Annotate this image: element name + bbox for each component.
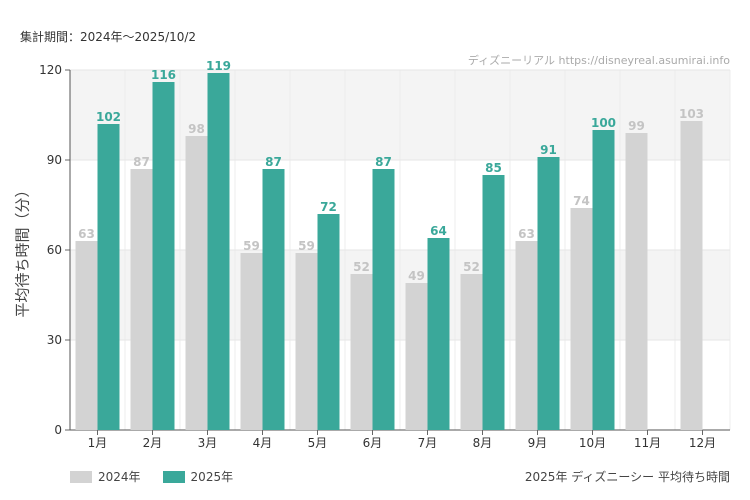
- site-credit: ディズニーリアル https://disneyreal.asumirai.inf…: [467, 54, 730, 67]
- x-tick-label: 6月: [363, 436, 383, 450]
- legend-item-2024[interactable]: 2024年: [70, 468, 141, 485]
- bar-2024: [570, 208, 593, 430]
- period-label: 集計期間：2024年～2025/10/2: [20, 30, 197, 44]
- bar-2024: [515, 241, 538, 430]
- legend-swatch-2025: [162, 470, 185, 483]
- bar-2025: [427, 238, 450, 430]
- y-tick-label: 90: [47, 153, 62, 167]
- bar-2025: [537, 157, 560, 430]
- data-label-2025: 85: [485, 161, 502, 175]
- bar-2024: [75, 241, 98, 430]
- bar-2025: [97, 124, 120, 430]
- x-tick-label: 11月: [634, 436, 661, 450]
- data-label-2024: 59: [243, 239, 260, 253]
- data-label-2025: 91: [540, 143, 557, 157]
- bar-2024: [185, 136, 208, 430]
- bar-2024: [130, 169, 153, 430]
- data-label-2025: 87: [375, 155, 392, 169]
- chart-caption: 2025年 ディズニーシー 平均待ち時間: [524, 470, 730, 484]
- x-tick-label: 3月: [198, 436, 218, 450]
- data-label-2024: 99: [628, 119, 645, 133]
- data-label-2025: 116: [151, 68, 176, 82]
- data-label-2024: 52: [353, 260, 370, 274]
- x-tick-label: 5月: [308, 436, 328, 450]
- bar-2025: [372, 169, 395, 430]
- x-tick-label: 4月: [253, 436, 273, 450]
- bar-2025: [592, 130, 615, 430]
- data-label-2024: 59: [298, 239, 315, 253]
- data-label-2025: 119: [206, 59, 231, 73]
- bar-2024: [625, 133, 648, 430]
- x-tick-label: 8月: [473, 436, 493, 450]
- legend-swatch-2024: [70, 470, 92, 483]
- data-label-2024: 103: [679, 107, 704, 121]
- legend-label-2024: 2024年: [98, 470, 141, 484]
- bar-2024: [405, 283, 428, 430]
- data-label-2025: 102: [96, 110, 121, 124]
- data-label-2025: 87: [265, 155, 282, 169]
- bar-2025: [152, 82, 175, 430]
- bar-2024: [460, 274, 483, 430]
- y-tick-label: 120: [39, 63, 62, 77]
- x-tick-label: 2月: [143, 436, 163, 450]
- data-label-2024: 63: [518, 227, 535, 241]
- y-tick-label: 60: [47, 243, 62, 257]
- bar-2025: [262, 169, 285, 430]
- data-label-2024: 87: [133, 155, 150, 169]
- data-label-2024: 74: [573, 194, 590, 208]
- y-tick-label: 30: [47, 333, 62, 347]
- bar-2024: [350, 274, 373, 430]
- x-tick-label: 1月: [88, 436, 108, 450]
- data-label-2025: 64: [430, 224, 447, 238]
- bar-2024: [295, 253, 318, 430]
- bar-2025: [207, 73, 230, 430]
- data-label-2024: 52: [463, 260, 480, 274]
- legend: 2024年 2025年: [70, 468, 233, 485]
- bar-2025: [482, 175, 505, 430]
- data-label-2024: 98: [188, 122, 205, 136]
- data-label-2025: 72: [320, 200, 337, 214]
- bar-2024: [680, 121, 703, 430]
- legend-label-2025: 2025年: [190, 470, 234, 484]
- legend-item-2025[interactable]: 2025年: [162, 468, 234, 485]
- data-label-2024: 49: [408, 269, 425, 283]
- x-tick-label: 12月: [689, 436, 716, 450]
- x-tick-label: 7月: [418, 436, 438, 450]
- y-tick-label: 0: [54, 423, 62, 437]
- data-label-2024: 63: [78, 227, 95, 241]
- bar-2025: [317, 214, 340, 430]
- data-label-2025: 100: [591, 116, 616, 130]
- x-tick-label: 10月: [579, 436, 606, 450]
- bar-2024: [240, 253, 263, 430]
- x-tick-label: 9月: [528, 436, 548, 450]
